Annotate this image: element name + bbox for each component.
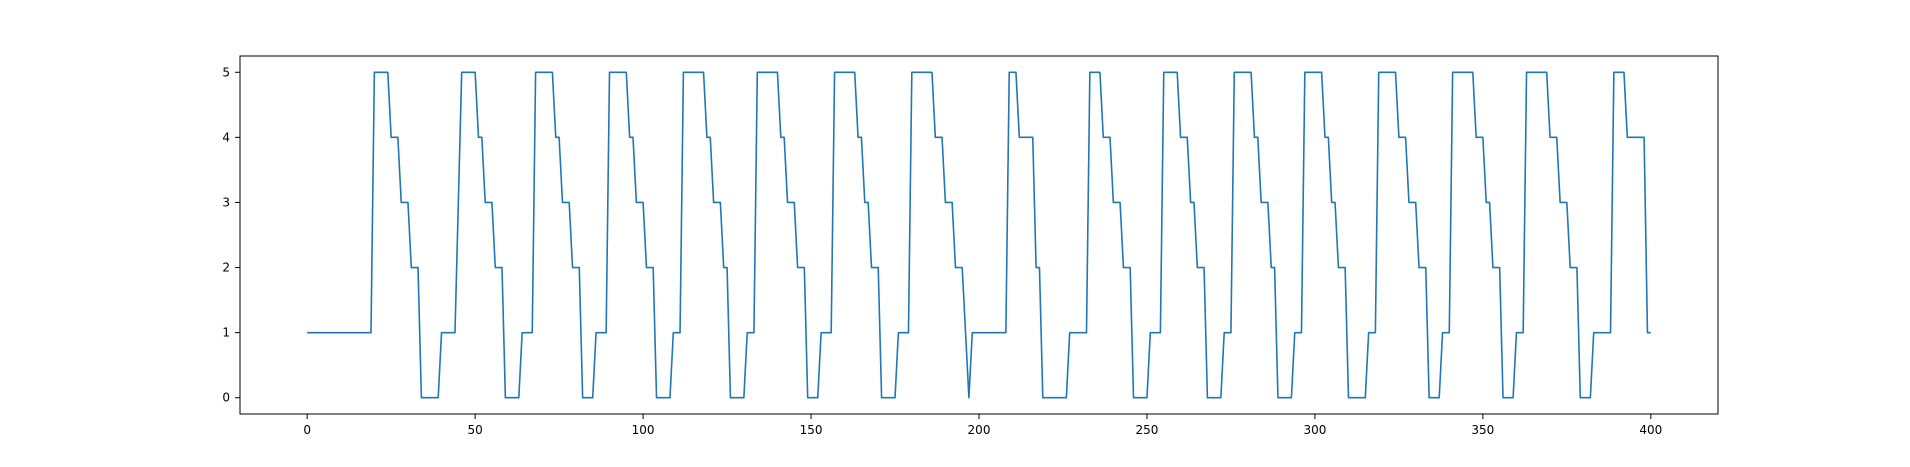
series-line — [307, 71, 1651, 399]
x-tick-label: 250 — [1136, 423, 1159, 437]
axis-ticks: 0 50 100 150 200 250 300 350 400 0 1 2 3 4 5 — [222, 65, 1662, 437]
y-tick-label: 0 — [222, 391, 230, 405]
y-tick-label: 3 — [222, 195, 230, 209]
x-tick-label: 50 — [467, 423, 482, 437]
x-tick-label: 100 — [632, 423, 655, 437]
x-tick-label: 300 — [1303, 423, 1326, 437]
x-tick-label: 350 — [1471, 423, 1494, 437]
x-tick-label: 0 — [303, 423, 311, 437]
x-tick-label: 400 — [1639, 423, 1662, 437]
y-tick-label: 4 — [222, 130, 230, 144]
y-tick-label: 2 — [222, 261, 230, 275]
plot-frame — [239, 55, 1719, 415]
y-tick-label: 5 — [222, 65, 230, 79]
series-layer — [307, 71, 1651, 399]
y-tick-label: 1 — [222, 326, 230, 340]
x-tick-label: 200 — [968, 423, 991, 437]
x-tick-label: 150 — [800, 423, 823, 437]
